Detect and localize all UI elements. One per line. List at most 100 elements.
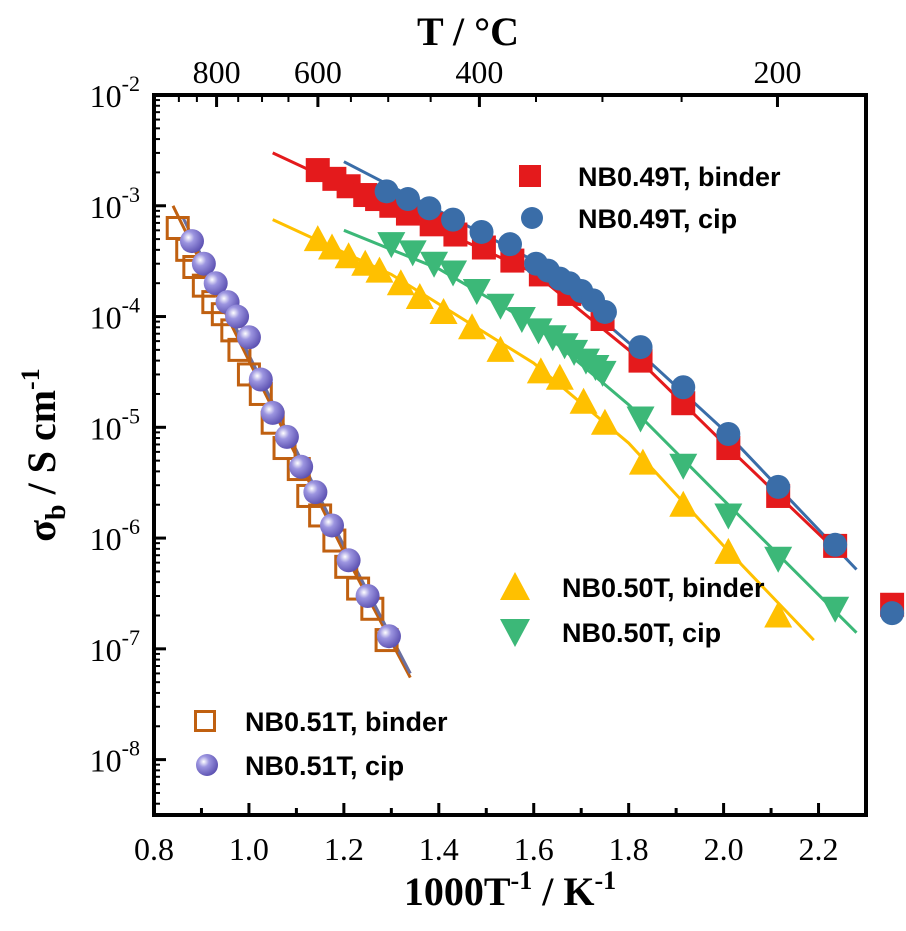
data-point [191,251,216,276]
legend-marker [196,754,218,776]
data-point [714,503,743,530]
fit-line [272,151,839,553]
data-point [203,271,228,296]
y-tick-label: 10-2 [90,71,140,114]
data-point [821,596,850,623]
data-point [303,225,332,252]
top-tick-label: 200 [753,54,801,90]
data-point [334,242,363,269]
y-axis-title: σb / S cm-1 [16,368,72,541]
x-tick-label: 1.0 [229,831,269,867]
legend-label: NB0.50T, cip [562,618,721,648]
data-point [236,325,261,350]
data-point [420,251,449,278]
data-point [671,375,696,400]
data-point [526,357,555,384]
data-point [764,546,793,573]
plot-frame [152,93,868,817]
legend-marker [519,165,541,187]
top-tick-label: 800 [193,54,241,90]
data-point [560,339,589,366]
legend-label: NB0.49T, cip [578,204,737,234]
data-point [524,318,553,345]
data-point [458,313,487,340]
data-point [588,360,617,387]
legend-label: NB0.51T, cip [245,751,404,781]
data-point [274,424,299,449]
data-point [395,187,420,212]
data-point [669,490,698,517]
data-point [628,335,653,360]
legend-label: NB0.49T, binder [578,162,781,192]
data-point [439,260,468,287]
data-point [417,196,442,221]
data-point [318,233,346,260]
data-point [592,299,617,324]
data-point [626,406,655,433]
data-point [714,537,743,564]
data-point [303,480,328,505]
legend-marker [500,619,530,647]
data-point [225,304,250,329]
legend-marker [500,572,530,600]
data-point [355,583,380,608]
data-point [405,283,434,310]
data-point [351,249,380,276]
data-point [823,532,848,557]
data-point [398,240,427,267]
y-tick-label: 10-4 [90,293,140,336]
data-point [469,219,494,244]
y-tick-label: 10-6 [90,514,140,557]
data-point [507,307,536,334]
x-tick-label: 2.0 [704,831,744,867]
data-point [377,232,406,259]
data-point [376,624,401,649]
x-tick-label: 1.2 [324,831,364,867]
axes: 0.8 1.0 1.2 1.4 1.6 1.8 2.0 2.2 10-8 10-7 10-6 10-5… [90,54,839,867]
x-axis-title: 1000T-1 / K-1 [404,866,616,914]
data-point [669,453,698,480]
x-tick-label: 0.8 [134,831,174,867]
top-tick-label: 400 [455,54,503,90]
data-point [545,363,574,390]
y-tick-label: 10-3 [90,182,140,225]
y-tick-label: 10-8 [90,736,140,779]
x-tick-label: 1.6 [514,831,554,867]
data-point [260,400,285,425]
data-point [628,448,657,475]
y-tick-label: 10-5 [90,403,140,446]
data-point [248,367,273,392]
data-point [429,297,458,324]
data-point [386,269,415,296]
top-tick-label: 600 [294,54,342,90]
data-point [462,279,491,306]
data-point [590,408,619,435]
data-point [486,293,515,320]
data-point [320,513,344,538]
data-point [538,325,567,352]
data-point [569,387,598,414]
data-point [880,601,905,626]
y-tick-label: 10-7 [90,625,140,668]
legend-marker [194,710,216,732]
x-tick-label: 2.2 [799,831,839,867]
top-axis-title: T / °C [417,9,519,54]
legends: NB0.49T, binder NB0.49T, cip NB0.50T, bind… [194,162,781,781]
data-point [716,422,741,447]
x-tick-label: 1.4 [419,831,459,867]
legend-label: NB0.51T, binder [245,707,448,737]
data-point [289,454,314,479]
data-point [336,548,361,573]
data-point [766,474,791,499]
data-point [374,179,399,204]
x-tick-label: 1.8 [609,831,649,867]
data-point [179,229,204,254]
data-markers [165,158,905,653]
data-point [441,207,466,232]
data-point [486,335,515,362]
legend-label: NB0.50T, binder [562,573,765,603]
data-point [498,232,522,257]
data-point [365,256,394,283]
data-point [764,601,793,628]
